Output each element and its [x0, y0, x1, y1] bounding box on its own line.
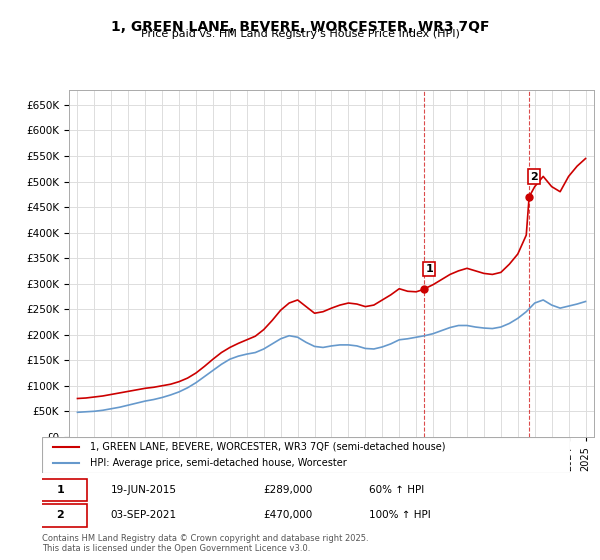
Text: 100% ↑ HPI: 100% ↑ HPI: [370, 510, 431, 520]
Text: 1: 1: [425, 264, 433, 274]
Text: 2: 2: [530, 171, 538, 181]
FancyBboxPatch shape: [42, 437, 570, 473]
FancyBboxPatch shape: [37, 479, 87, 501]
Text: £470,000: £470,000: [264, 510, 313, 520]
Text: 1, GREEN LANE, BEVERE, WORCESTER, WR3 7QF: 1, GREEN LANE, BEVERE, WORCESTER, WR3 7Q…: [111, 20, 489, 34]
FancyBboxPatch shape: [37, 504, 87, 526]
Text: HPI: Average price, semi-detached house, Worcester: HPI: Average price, semi-detached house,…: [89, 458, 346, 468]
Text: £289,000: £289,000: [264, 485, 313, 495]
Text: 03-SEP-2021: 03-SEP-2021: [110, 510, 177, 520]
Text: 1: 1: [56, 485, 64, 495]
Text: 1, GREEN LANE, BEVERE, WORCESTER, WR3 7QF (semi-detached house): 1, GREEN LANE, BEVERE, WORCESTER, WR3 7Q…: [89, 442, 445, 452]
Text: 2: 2: [56, 510, 64, 520]
Text: 19-JUN-2015: 19-JUN-2015: [110, 485, 176, 495]
Text: 60% ↑ HPI: 60% ↑ HPI: [370, 485, 425, 495]
Text: Price paid vs. HM Land Registry's House Price Index (HPI): Price paid vs. HM Land Registry's House …: [140, 29, 460, 39]
Text: Contains HM Land Registry data © Crown copyright and database right 2025.
This d: Contains HM Land Registry data © Crown c…: [42, 534, 368, 553]
